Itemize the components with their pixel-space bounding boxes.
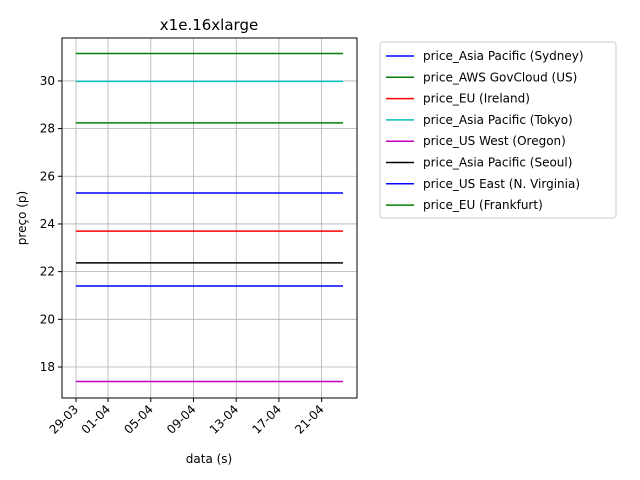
y-axis-ticks: 18 20 22 24 26 28 30 bbox=[40, 74, 62, 374]
legend-label: price_Asia Pacific (Tokyo) bbox=[423, 113, 573, 127]
series-lines bbox=[76, 52, 343, 383]
legend: price_Asia Pacific (Sydney) price_AWS Gov… bbox=[379, 41, 617, 219]
y-tick-label: 20 bbox=[40, 312, 55, 326]
plot-frame bbox=[61, 37, 358, 399]
legend-label: price_US East (N. Virginia) bbox=[423, 177, 580, 191]
legend-label: price_Asia Pacific (Sydney) bbox=[423, 49, 584, 63]
y-tick-label: 18 bbox=[40, 360, 55, 374]
chart-title: x1e.16xlarge bbox=[160, 16, 258, 34]
legend-label: price_US West (Oregon) bbox=[423, 134, 566, 148]
legend-label: price_EU (Frankfurt) bbox=[423, 198, 543, 212]
y-tick-label: 22 bbox=[40, 265, 55, 279]
legend-label: price_AWS GovCloud (US) bbox=[423, 70, 577, 84]
legend-label: price_Asia Pacific (Seoul) bbox=[423, 156, 572, 170]
y-tick-label: 30 bbox=[40, 74, 55, 88]
legend-frame bbox=[379, 41, 617, 219]
y-tick-label: 26 bbox=[40, 169, 55, 183]
y-axis-label: preço (p) bbox=[15, 191, 29, 245]
y-tick-label: 24 bbox=[40, 217, 55, 231]
legend-label: price_EU (Ireland) bbox=[423, 92, 530, 106]
y-tick-label: 28 bbox=[40, 122, 55, 136]
x-axis-label: data (s) bbox=[186, 452, 232, 466]
